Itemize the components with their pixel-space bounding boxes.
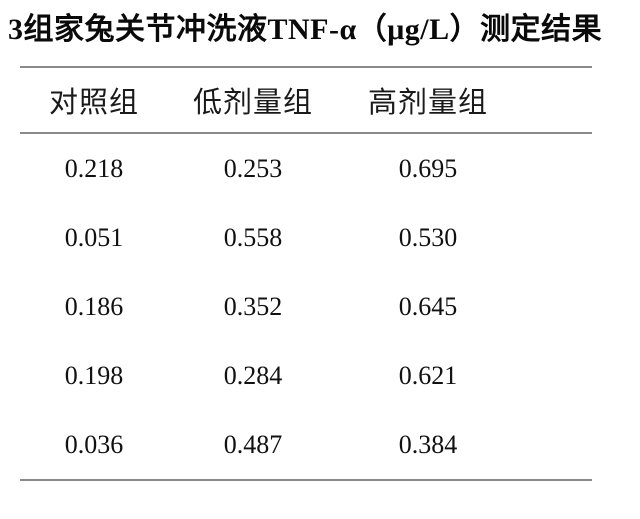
column-header-control-group: 对照组 [48, 85, 139, 119]
table-row: 0.051 0.558 0.530 [20, 203, 592, 272]
table-cell: 0.186 [64, 291, 124, 321]
results-table: 对照组 低剂量组 高剂量组 0.218 0.253 0.695 0.051 0.… [20, 66, 592, 481]
table-cell: 0.530 [398, 222, 458, 252]
table-cell: 0.218 [64, 153, 124, 183]
column-header-high-dose-group: 高剂量组 [367, 85, 488, 119]
table-cell: 0.621 [398, 360, 458, 390]
table-cell: 0.352 [223, 291, 283, 321]
page-title: 3组家兔关节冲洗液TNF-α（μg/L）测定结果 [8, 13, 603, 46]
table-cell: 0.253 [223, 153, 283, 183]
table-cell: 0.051 [64, 222, 124, 252]
table-cell: 0.645 [398, 291, 458, 321]
table-row: 0.186 0.352 0.645 [20, 272, 592, 341]
table-cell: 0.198 [64, 360, 124, 390]
table-cell: 0.487 [223, 429, 283, 459]
table-cell: 0.558 [223, 222, 283, 252]
table-row: 0.036 0.487 0.384 [20, 410, 592, 479]
column-header-low-dose-group: 低剂量组 [192, 85, 313, 119]
table-row: 0.218 0.253 0.695 [20, 134, 592, 203]
table-cell: 0.695 [398, 153, 458, 183]
table-cell: 0.284 [223, 360, 283, 390]
table-row: 0.198 0.284 0.621 [20, 341, 592, 410]
table-cell: 0.036 [64, 429, 124, 459]
table-cell: 0.384 [398, 429, 458, 459]
table-header-row: 对照组 低剂量组 高剂量组 [20, 68, 592, 134]
